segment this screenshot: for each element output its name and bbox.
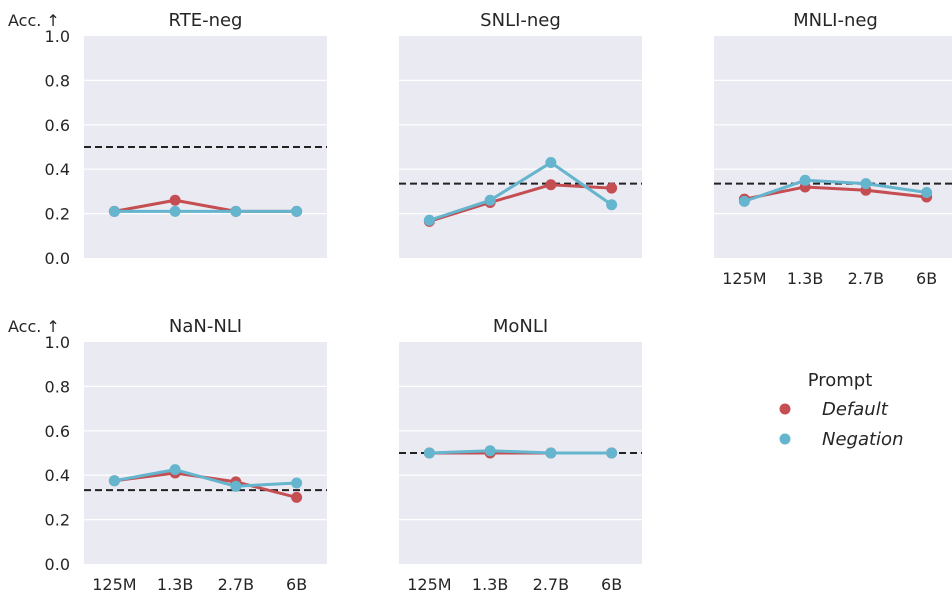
x-tick-label: 1.3B — [157, 575, 193, 594]
plot-area — [84, 342, 327, 564]
y-tick-label: 0.6 — [45, 116, 70, 135]
data-point-default — [291, 491, 303, 503]
x-tick-label: 2.7B — [218, 575, 254, 594]
x-tick-label: 125M — [407, 575, 451, 594]
data-point-negation — [484, 194, 496, 206]
y-tick-label: 1.0 — [45, 333, 70, 352]
data-point-negation — [169, 464, 181, 476]
y-tick-label: 0.2 — [45, 511, 70, 530]
panel-title: SNLI-neg — [480, 10, 561, 31]
x-tick-label: 6B — [601, 575, 622, 594]
x-tick-label: 1.3B — [787, 269, 823, 288]
plot-area — [399, 36, 642, 258]
x-tick-label: 2.7B — [533, 575, 569, 594]
x-tick-label: 125M — [722, 269, 766, 288]
data-point-default — [169, 194, 181, 206]
data-point-negation — [545, 157, 557, 169]
legend-marker-default — [779, 403, 791, 415]
data-point-negation — [738, 195, 750, 207]
data-point-negation — [423, 447, 435, 459]
y-tick-label: 0.0 — [45, 555, 70, 574]
data-point-negation — [230, 480, 242, 492]
data-point-negation — [230, 205, 242, 217]
x-tick-label: 2.7B — [848, 269, 884, 288]
data-point-negation — [606, 199, 618, 211]
series-line-negation — [114, 468, 297, 488]
y-axis-label: Acc. ↑ — [8, 11, 60, 30]
legend-marker-negation — [779, 433, 791, 445]
data-point-negation — [291, 205, 303, 217]
panel-title: MoNLI — [493, 316, 548, 337]
series-line-default — [744, 185, 927, 201]
y-tick-label: 0.0 — [45, 249, 70, 268]
data-point-default — [545, 179, 557, 191]
series-line-negation — [429, 449, 612, 455]
data-point-negation — [799, 174, 811, 186]
data-point-negation — [108, 475, 120, 487]
x-tick-label: 6B — [286, 575, 307, 594]
legend-label-negation: Negation — [822, 429, 903, 450]
y-tick-label: 0.4 — [45, 160, 70, 179]
data-point-negation — [545, 447, 557, 459]
y-tick-label: 0.8 — [45, 377, 70, 396]
legend-label-default: Default — [822, 399, 889, 420]
y-tick-label: 0.2 — [45, 205, 70, 224]
x-tick-label: 125M — [92, 575, 136, 594]
data-point-negation — [860, 178, 872, 190]
data-point-default — [606, 182, 618, 194]
y-tick-label: 0.6 — [45, 422, 70, 441]
data-point-negation — [606, 447, 618, 459]
panel-snli-neg: SNLI-neg — [399, 10, 642, 258]
y-tick-label: 0.8 — [45, 71, 70, 90]
data-point-negation — [423, 214, 435, 226]
y-axis-label: Acc. ↑ — [8, 317, 60, 336]
panel-title: MNLI-neg — [793, 10, 878, 31]
series-line-negation — [428, 161, 613, 222]
panel-monli: MoNLI 125M 1.3B 2.7B 6B — [399, 316, 642, 594]
data-point-negation — [484, 445, 496, 457]
panel-mnli-neg: MNLI-neg 125M 1.3B 2.7B 6B — [714, 10, 952, 288]
y-tick-label: 0.4 — [45, 466, 70, 485]
series-line-default — [428, 183, 612, 223]
x-tick-label: 6B — [916, 269, 937, 288]
data-point-negation — [108, 205, 120, 217]
panel-title: RTE-neg — [169, 10, 243, 31]
x-tick-label: 1.3B — [472, 575, 508, 594]
series-line-negation — [743, 178, 927, 203]
data-point-negation — [291, 477, 303, 489]
legend: Prompt Default Negation — [779, 370, 903, 450]
data-point-negation — [921, 187, 933, 199]
legend-title: Prompt — [808, 370, 873, 391]
y-tick-label: 1.0 — [45, 27, 70, 46]
data-point-negation — [169, 205, 181, 217]
plot-area — [714, 36, 952, 258]
panel-title: NaN-NLI — [169, 316, 242, 337]
